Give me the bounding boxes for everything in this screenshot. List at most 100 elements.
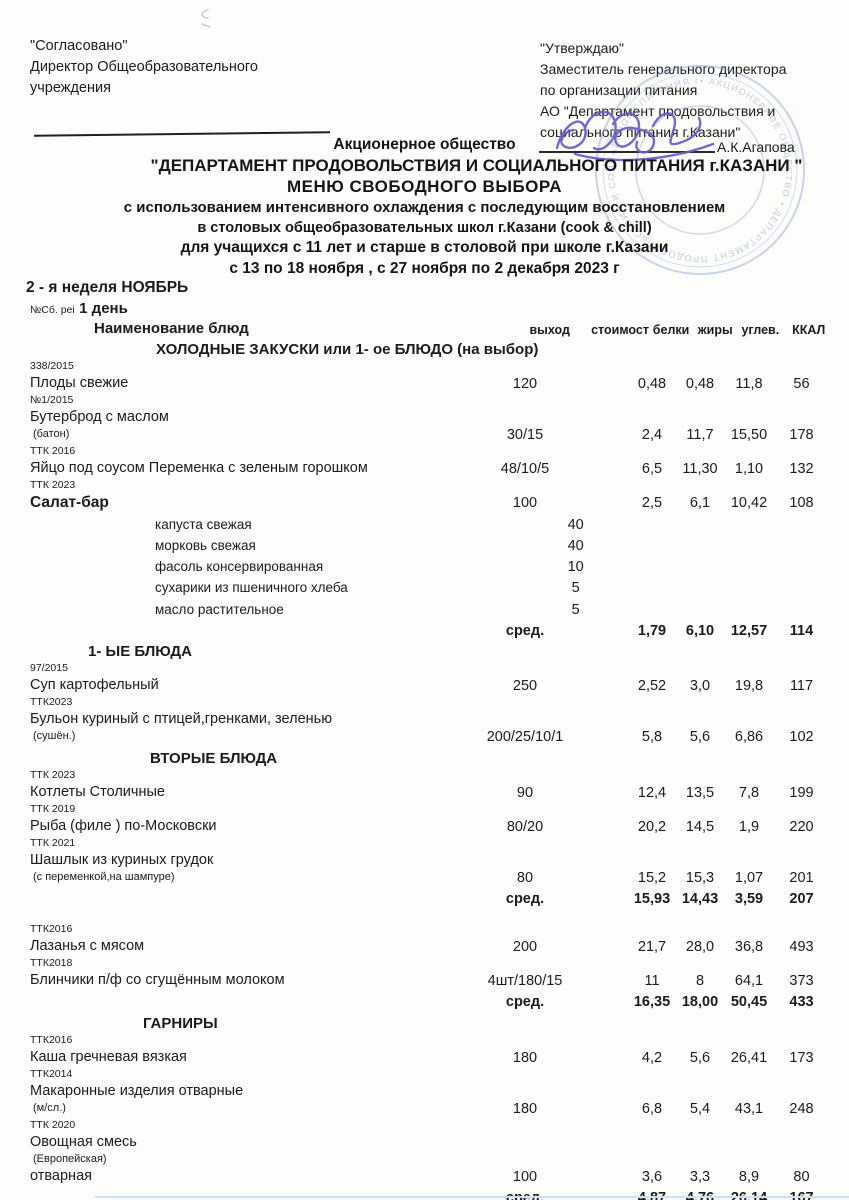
- dish-cell: 97/2015 Суп картофельный: [28, 660, 480, 694]
- calories-value: 102: [789, 729, 814, 746]
- menu-table-row: ТТК2023 Бульон куриный с птицей,гренками,…: [28, 694, 834, 745]
- calories-value: 178: [789, 427, 814, 444]
- carbs-value: 10,42: [730, 495, 768, 512]
- dish-name: Рыба (филе ) по-Московски: [30, 817, 217, 834]
- agreed-role-line2: учреждения: [30, 80, 111, 96]
- dish-code: ТТК2016: [30, 922, 73, 935]
- portion-size: 40: [567, 516, 584, 533]
- dish-code: ТТК2016: [30, 1033, 73, 1046]
- portion-size: 200/25/10/1: [486, 729, 564, 746]
- dish-code: ТТК 2020: [30, 1118, 76, 1131]
- menu-table-row: сред. 16,35 18,00 50,45 433: [28, 989, 834, 1010]
- fat-value: 5,6: [689, 1049, 711, 1066]
- portion-size: 180: [512, 1049, 538, 1066]
- dish-cell: ТТК 2016 Яйцо под соусом Переменка с зеле…: [28, 443, 480, 477]
- dish-name-suffix: отварная: [30, 1167, 92, 1184]
- calories-value: 80: [793, 1168, 810, 1185]
- dish-name: Яйцо под соусом Переменка с зеленым горо…: [30, 460, 368, 477]
- menu-table-header: Наименование блюд выход стоимост белки ж…: [28, 316, 834, 337]
- menu-table-row: ТТК 2023 Салат-бар 100 2,5 6,1 10,42 108: [28, 477, 834, 511]
- calories-value: 114: [789, 623, 814, 640]
- fat-value: 28,0: [685, 938, 715, 955]
- dish-cell: №1/2015 Бутерброд с маслом (батон): [28, 392, 480, 443]
- menu-table-row: фасоль консервированная 10: [28, 554, 834, 575]
- approval-right-block: "Утверждаю" Заместитель генерального дир…: [540, 38, 786, 143]
- dish-note: (с переменкой,на шампуре): [33, 870, 175, 883]
- day-number-label: 1 день: [79, 300, 128, 317]
- fat-value: 11,30: [682, 461, 718, 478]
- carbs-value: 12,57: [730, 623, 768, 640]
- dish-name: Макаронные изделия отварные: [30, 1082, 244, 1099]
- carbs-value: 6,86: [734, 729, 764, 746]
- menu-title: МЕНЮ СВОБОДНОГО ВЫБОРА: [286, 177, 563, 196]
- portion-size: 48/10/5: [500, 461, 550, 478]
- calories-value: 56: [793, 376, 810, 393]
- dish-code: ТТК 2021: [30, 836, 76, 849]
- column-header-calories: ККАЛ: [792, 323, 826, 337]
- recipe-book-prefix: №Сб. реі: [30, 304, 75, 316]
- protein-value: 2,4: [641, 427, 663, 444]
- calories-value: 493: [789, 938, 814, 955]
- carbs-value: 26,41: [730, 1049, 768, 1066]
- dish-code: ТТК2014: [30, 1067, 73, 1080]
- protein-value: 4,2: [641, 1049, 663, 1066]
- protein-value: 0,48: [637, 376, 667, 393]
- carbs-value: 15,50: [730, 427, 768, 444]
- menu-table-row: ТТК 2020 Овощная смесь (Европейская) отварн…: [28, 1117, 834, 1185]
- menu-table-row: сред. 1,79 6,10 12,57 114: [28, 618, 834, 639]
- menu-table-row: сред. 4,87 4,76 26,14 167: [28, 1185, 834, 1200]
- calories-value: 117: [789, 678, 814, 695]
- menu-table-row: ТТК2018 Блинчики п/ф со сгущённым молоком…: [28, 955, 834, 989]
- dish-cell: сухарики из пшеничного хлеба: [28, 579, 537, 596]
- carbs-value: 64,1: [734, 972, 764, 989]
- protein-value: 2,52: [637, 678, 667, 695]
- dish-note: (Европейская): [33, 1152, 107, 1165]
- day-line: №Сб. реі 1 день: [30, 300, 128, 318]
- fat-value: 0,48: [685, 376, 715, 393]
- dish-code: №1/2015: [30, 394, 74, 407]
- calories-value: 220: [789, 818, 814, 835]
- dish-name: Салат-бар: [30, 494, 109, 512]
- menu-table-row: ТТК 2021 Шашлык из куриных грудок (с перем…: [28, 835, 834, 886]
- section-heading: ВТОРЫЕ БЛЮДА: [150, 749, 278, 767]
- dish-name: Шашлык из куриных грудок: [30, 851, 214, 868]
- dish-code: ТТК2023: [30, 696, 73, 709]
- fat-value: 11,7: [686, 427, 714, 444]
- carbs-value: 36,8: [734, 938, 764, 955]
- portion-size: 120: [512, 376, 538, 393]
- portion-size: 100: [512, 1168, 538, 1185]
- org-name-line: "ДЕПАРТАМЕНТ ПРОДОВОЛЬСТВИЯ И СОЦИАЛЬНОГ…: [150, 155, 803, 175]
- portion-size: 90: [516, 784, 534, 801]
- menu-table-row: капуста свежая 40: [28, 511, 834, 533]
- menu-table-row: ВТОРЫЕ БЛЮДА: [28, 745, 834, 767]
- protein-value: 15,93: [633, 890, 671, 907]
- menu-table-row: ТТК2016 Каша гречневая вязкая 180 4,2 5,6 26,…: [28, 1032, 834, 1066]
- approver-role-line2: по организации питания: [540, 82, 698, 98]
- approver-name: А.К.Агапова: [717, 139, 795, 155]
- pencil-artifact: [201, 9, 211, 28]
- menu-table-row: ТТК 2019 Рыба (филе ) по-Московски 80/20 20…: [28, 801, 834, 835]
- carbs-value: 19,8: [734, 678, 764, 695]
- portion-size: 10: [567, 559, 584, 576]
- column-header-fat: жиры: [697, 323, 733, 337]
- carbs-value: 3,59: [734, 890, 764, 907]
- menu-table-row: 97/2015 Суп картофельный 250 2,52 3,0 19,8 117: [28, 660, 834, 694]
- calories-value: 207: [789, 890, 814, 907]
- calories-value: 373: [789, 972, 814, 989]
- menu-table-row: ТТК 2016 Яйцо под соусом Переменка с зеле…: [28, 443, 834, 477]
- subtitle-dates: с 13 по 18 ноября , с 27 ноября по 2 дек…: [229, 259, 620, 277]
- dish-code: ТТК2018: [30, 956, 73, 969]
- approver-role-line1: Заместитель генерального директора: [540, 61, 787, 77]
- protein-value: 20,2: [637, 818, 667, 835]
- protein-value: 2,5: [641, 495, 663, 512]
- calories-value: 248: [789, 1100, 814, 1117]
- protein-value: 6,5: [641, 461, 663, 478]
- dish-cell: капуста свежая: [28, 516, 537, 533]
- portion-size: 180: [512, 1100, 538, 1117]
- protein-value: 12,4: [637, 784, 667, 801]
- portion-size: 5: [571, 601, 580, 618]
- carbs-value: 50,45: [730, 994, 768, 1011]
- protein-value: 6,8: [641, 1100, 663, 1117]
- agreed-role-line1: Директор Общеобразовательного: [30, 59, 258, 75]
- protein-value: 21,7: [637, 938, 667, 955]
